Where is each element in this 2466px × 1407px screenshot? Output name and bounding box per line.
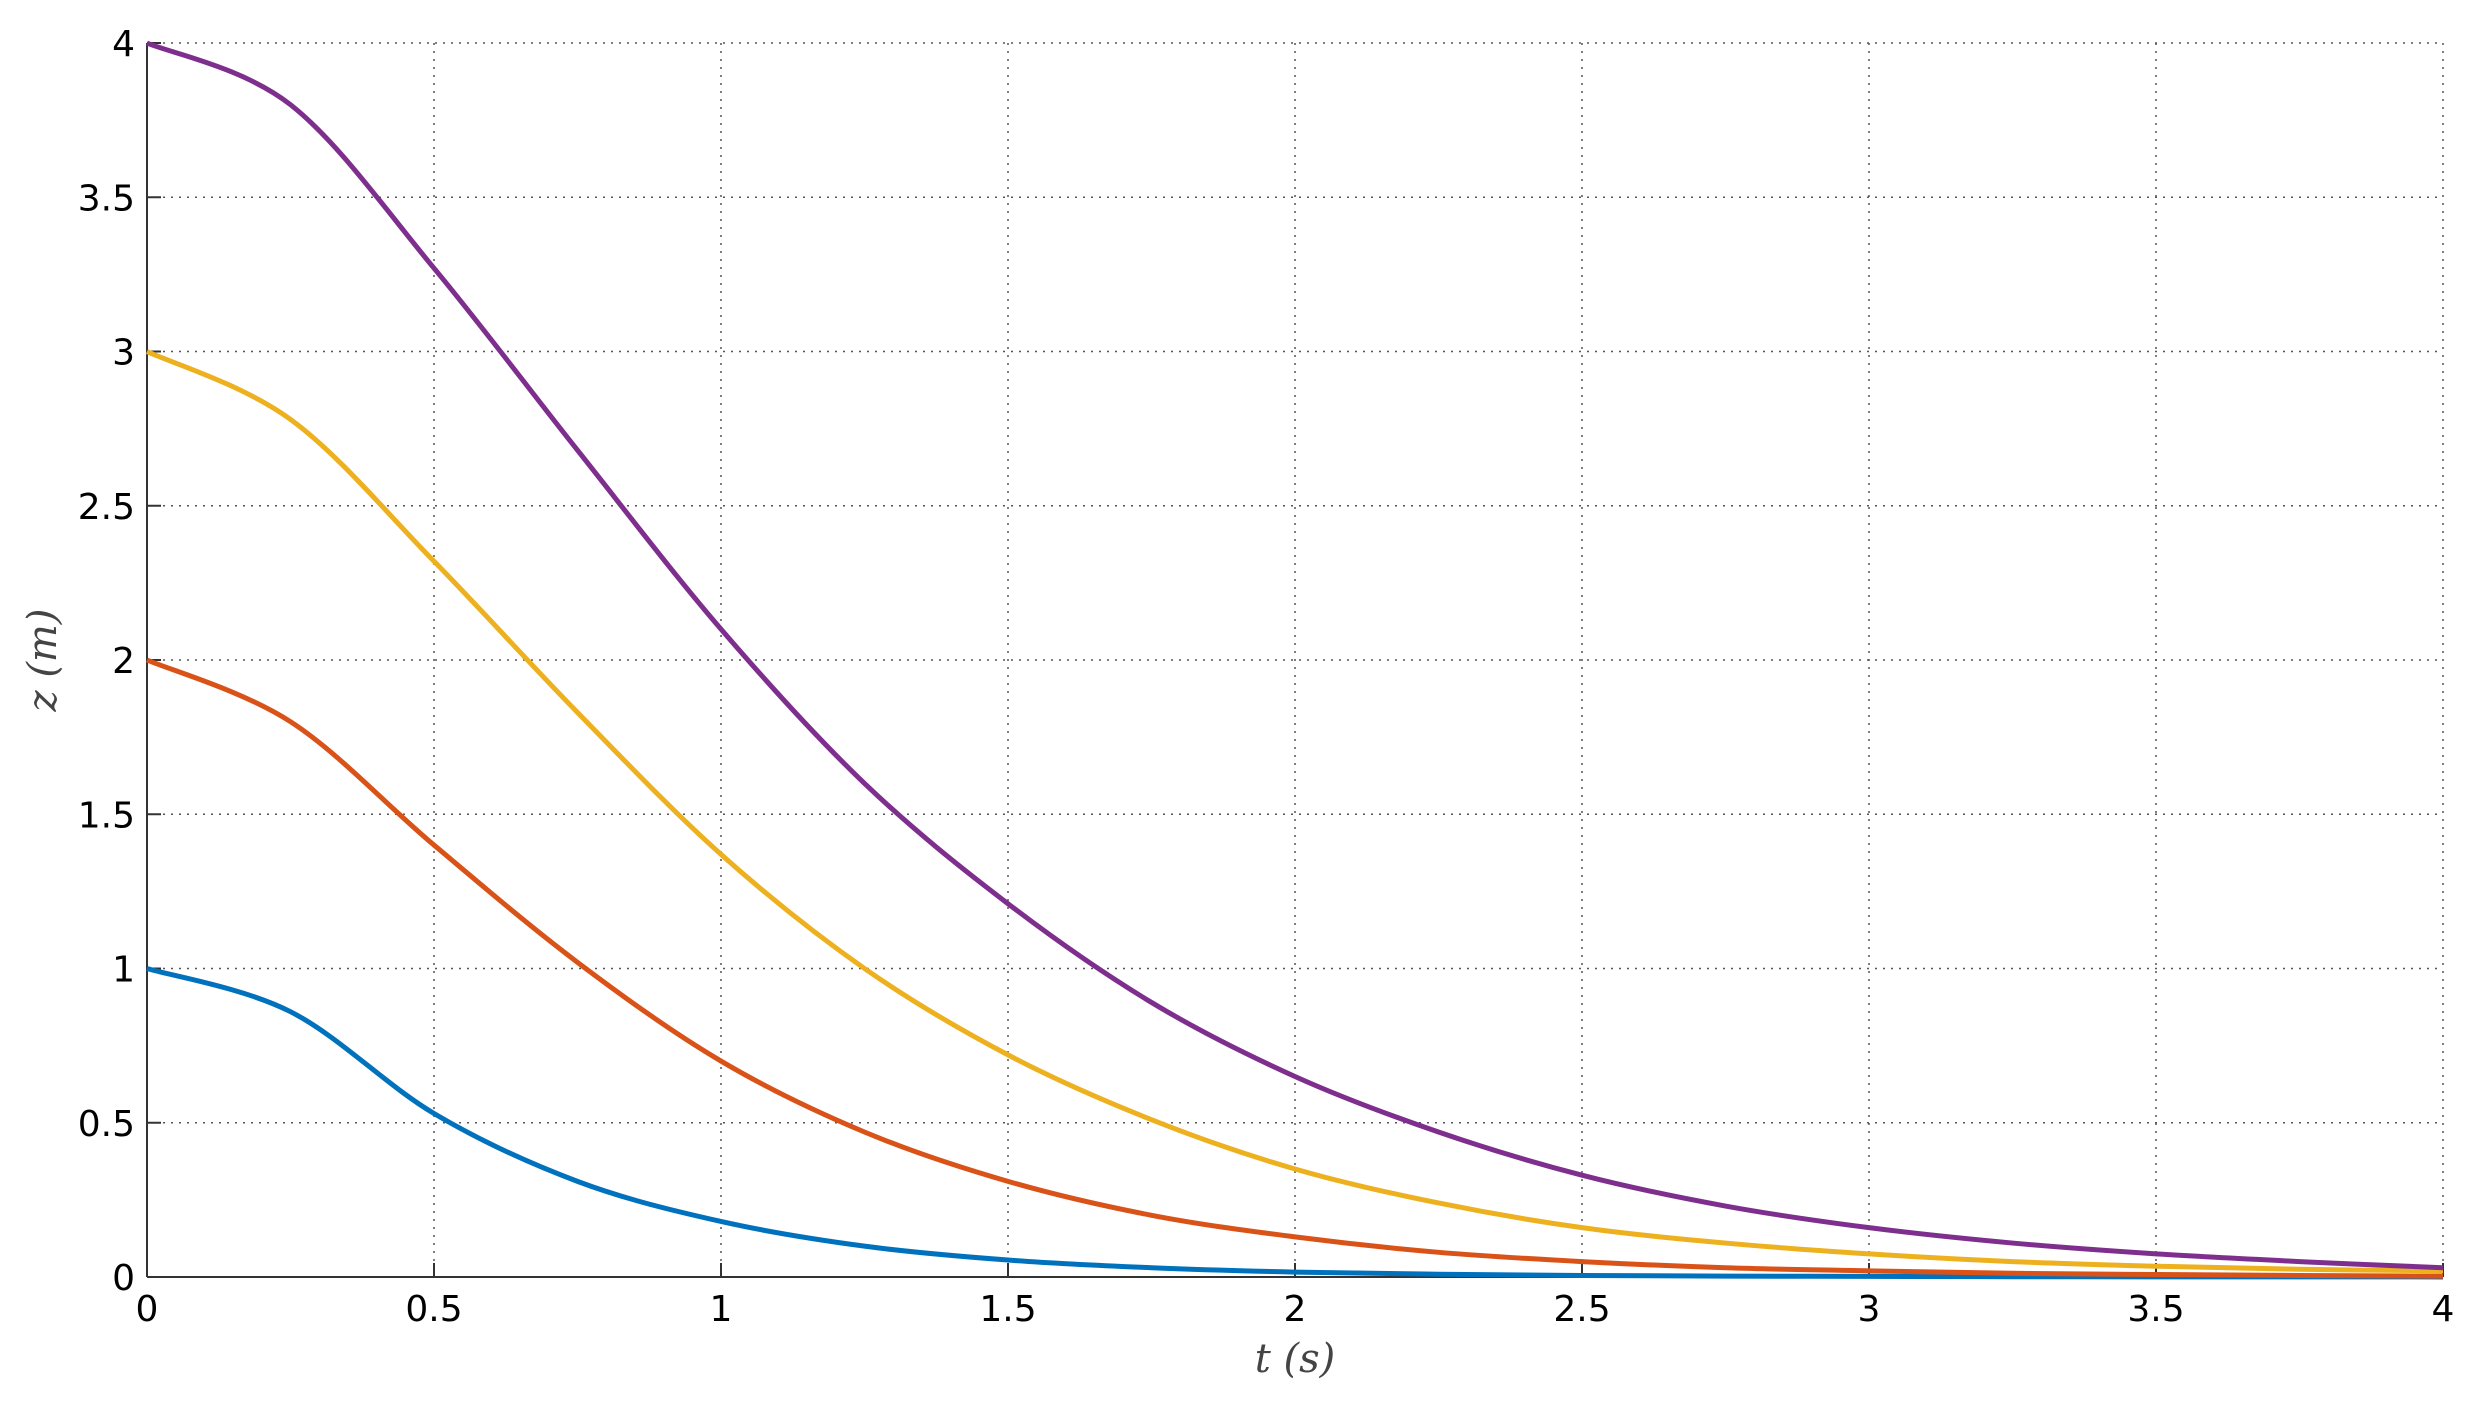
x-tick-label: 0.5 — [405, 1289, 462, 1330]
line-series — [146, 657, 2444, 1279]
x-tick-label: 2.5 — [1553, 1289, 1610, 1330]
x-axis-label: t (s) — [1255, 1336, 1336, 1382]
y-tick-label: 1 — [112, 950, 135, 991]
y-tick-label: 4 — [112, 24, 135, 65]
x-tick-label: 4 — [2432, 1289, 2455, 1330]
y-tick-label: 3 — [112, 333, 135, 374]
y-tick-label: 1.5 — [78, 795, 135, 836]
y-tick-label: 2 — [112, 641, 135, 682]
y-tick-label: 0.5 — [78, 1104, 135, 1145]
line-series — [146, 966, 2444, 1280]
x-tick-label: 3 — [1858, 1289, 1881, 1330]
line-series — [145, 349, 2444, 1274]
y-tick-label: 2.5 — [78, 487, 135, 528]
y-tick-label: 3.5 — [78, 178, 135, 219]
x-tick-label: 1.5 — [979, 1289, 1036, 1330]
line-series — [146, 40, 2444, 1271]
x-tick-label: 2 — [1284, 1289, 1307, 1330]
x-tick-label: 1 — [710, 1289, 733, 1330]
y-tick-label: 0 — [112, 1258, 135, 1299]
x-tick-label: 3.5 — [2127, 1289, 2184, 1330]
x-tick-label: 0 — [136, 1289, 159, 1330]
y-axis-label: z (m) — [20, 609, 66, 713]
